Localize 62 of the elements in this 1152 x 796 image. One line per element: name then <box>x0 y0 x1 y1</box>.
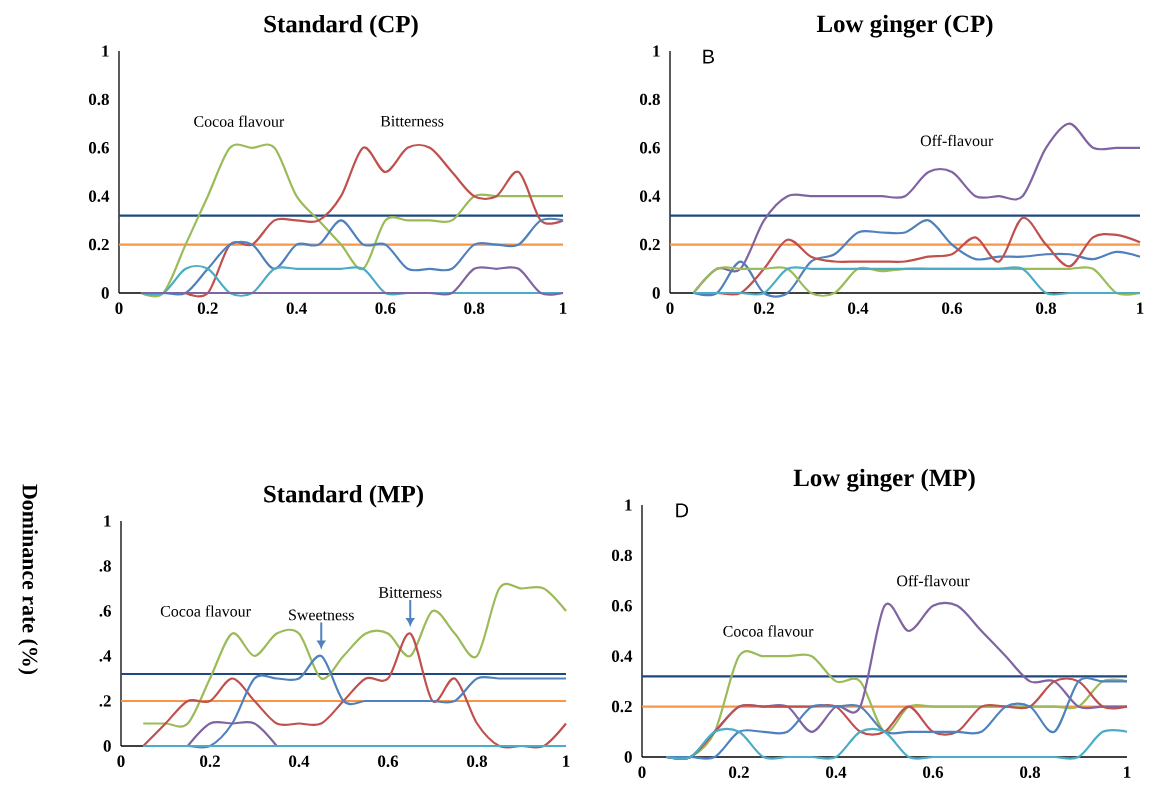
y-tick-label: 0.6 <box>88 142 109 154</box>
x-tick-label: 0 <box>117 755 125 767</box>
x-tick-label: 0.4 <box>286 302 307 315</box>
line-series <box>142 632 568 749</box>
x-tick-label: 0.4 <box>826 766 847 779</box>
annotation: D <box>676 503 689 518</box>
x-tick-label: 1 <box>560 302 567 314</box>
annotation: Off-flavour <box>897 574 970 587</box>
y-tick-label: 0.4 <box>611 650 633 662</box>
annotation: B <box>703 49 714 64</box>
y-tick-label: 1 <box>625 499 632 511</box>
y-tick-label: 0 <box>101 287 109 299</box>
x-tick-label: 1 <box>1124 766 1131 778</box>
y-tick-label: 0.8 <box>88 93 109 106</box>
x-tick-label: 0.4 <box>848 302 869 315</box>
y-tick-label: 1 <box>104 515 111 527</box>
annotation: Bitterness <box>378 587 442 598</box>
x-tick-label: 0.4 <box>289 755 310 768</box>
annotation: Cocoa flavour <box>160 605 251 617</box>
x-tick-label: 0.8 <box>467 755 488 768</box>
y-tick-label: 0.8 <box>611 549 632 562</box>
annotation: Cocoa flavour <box>723 625 814 637</box>
y-tick-label: 1 <box>102 45 109 57</box>
y-tick-label: .2 <box>99 695 111 707</box>
y-tick-label: 0.4 <box>88 190 110 202</box>
y-tick-label: 1 <box>653 45 660 57</box>
x-tick-label: 0.8 <box>1036 302 1057 315</box>
x-tick-label: 0.8 <box>1020 766 1041 779</box>
y-tick-label: 0.4 <box>639 190 661 202</box>
y-tick-label: .6 <box>99 605 111 617</box>
x-tick-label: 0 <box>666 302 674 314</box>
x-tick-label: 0.2 <box>200 755 220 768</box>
x-tick-label: 0.8 <box>464 302 485 315</box>
y-tick-label: 0.2 <box>88 238 109 251</box>
chart-title: Standard (CP) <box>264 14 418 38</box>
y-tick-label: 0.2 <box>611 700 632 713</box>
x-tick-label: 0.2 <box>754 302 774 315</box>
y-tick-label: 0.6 <box>639 142 660 154</box>
x-tick-label: 1 <box>1137 302 1144 314</box>
annotation: Bitterness <box>380 115 444 127</box>
chart-title: Standard (MP) <box>264 484 423 508</box>
y-axis-title: Dominance rate (%) <box>18 484 38 675</box>
annotation: Cocoa flavour <box>194 115 285 127</box>
x-tick-label: 1 <box>563 755 570 767</box>
x-tick-label: 0.6 <box>942 302 963 315</box>
y-tick-label: 0.8 <box>639 93 660 106</box>
x-tick-label: 0 <box>115 302 123 314</box>
chart-title: Low ginger (CP) <box>816 14 993 38</box>
annotation: Sweetness <box>289 609 354 621</box>
chart-title: Low ginger (MP) <box>793 468 975 492</box>
y-tick-label: 0.2 <box>639 238 660 251</box>
y-tick-label: .4 <box>99 650 112 662</box>
x-tick-label: 0.6 <box>378 755 399 768</box>
y-tick-label: 0 <box>103 740 111 752</box>
y-tick-label: 0 <box>652 287 660 299</box>
y-tick-label: 0.6 <box>611 600 632 612</box>
x-tick-label: 0.6 <box>375 302 396 315</box>
x-tick-label: 0.2 <box>729 766 749 779</box>
y-tick-label: .8 <box>99 560 111 572</box>
x-tick-label: 0.2 <box>197 302 218 315</box>
x-tick-label: 0.6 <box>923 766 944 779</box>
annotation: Off-flavour <box>920 134 994 147</box>
